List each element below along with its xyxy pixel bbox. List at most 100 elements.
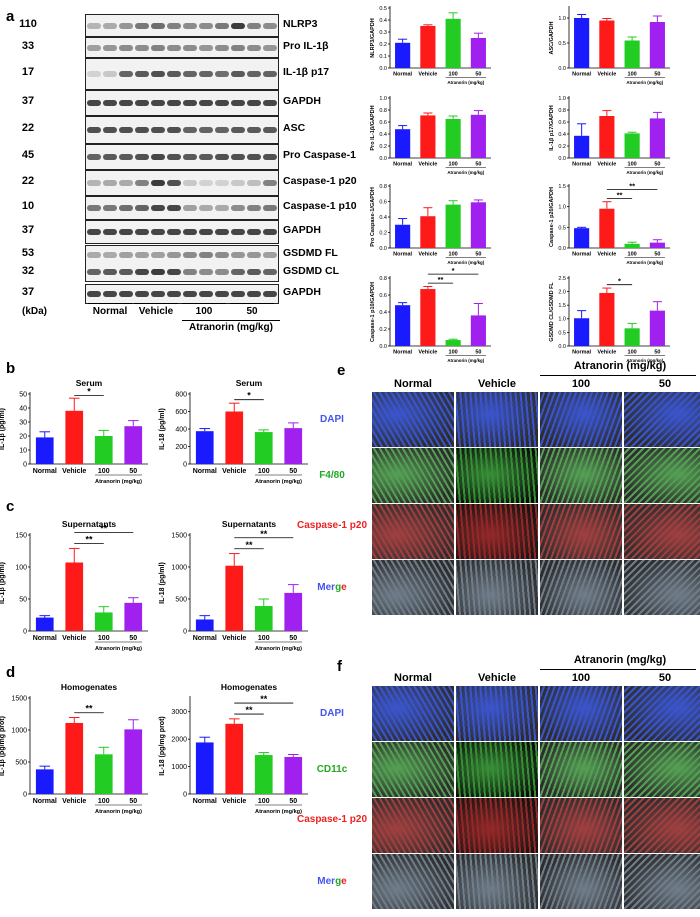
micrograph-tile xyxy=(540,854,622,909)
molecular-weight-label: 37 xyxy=(21,95,35,107)
blot-group-line xyxy=(182,303,226,304)
blot-band xyxy=(263,268,277,275)
blot-band xyxy=(247,205,261,211)
blot-band xyxy=(103,71,117,77)
blot-group-line xyxy=(230,303,274,304)
bar xyxy=(574,318,590,346)
x-tick-label: Normal xyxy=(33,468,57,475)
blot-band xyxy=(119,268,133,275)
y-tick-label: 0.4 xyxy=(379,132,387,138)
bar xyxy=(395,129,411,158)
blot-strip-7 xyxy=(85,170,279,196)
blot-band xyxy=(135,180,149,186)
bar-chart: Supernatants 0 50 100 150 IL-1β (pg/ml) Normal… xyxy=(0,519,148,652)
blot-group-label: 50 xyxy=(246,306,258,317)
y-tick-label: 400 xyxy=(175,426,187,433)
blot-band xyxy=(135,251,149,258)
micrograph-tile xyxy=(540,798,622,853)
blot-band xyxy=(199,180,213,186)
blot-band xyxy=(215,100,229,106)
x-tick-label: 50 xyxy=(475,252,481,258)
blot-band xyxy=(231,229,245,235)
micrograph-tile xyxy=(372,742,454,797)
y-tick-label: 1000 xyxy=(11,727,27,734)
chart-title: Serum xyxy=(76,378,103,388)
x-axis-label: Atranorin (mg/kg) xyxy=(626,358,663,363)
bar-chart: Supernatants 0 500 1000 1500 IL-18 (pg/ml) Nor… xyxy=(159,519,308,652)
micrograph-tile xyxy=(456,742,538,797)
bar xyxy=(470,38,486,68)
blot-band xyxy=(135,44,149,51)
blot-band xyxy=(215,127,229,133)
blot-band xyxy=(231,205,245,211)
y-tick-label: 0.8 xyxy=(379,108,387,114)
protein-label: Pro Caspase-1 xyxy=(283,149,356,161)
y-tick-label: 0.0 xyxy=(558,344,566,350)
x-axis-label: Atranorin (mg/kg) xyxy=(626,80,663,85)
blot-band xyxy=(167,127,181,133)
micrograph-row-label: Caspase-1 p20 xyxy=(296,519,368,531)
blot-band xyxy=(151,100,165,106)
blot-band xyxy=(167,154,181,160)
y-axis-label: IL-1β p17/GAPDH xyxy=(549,105,555,151)
y-tick-label: 1500 xyxy=(171,532,187,539)
chart-title: Supernatants xyxy=(222,519,277,529)
blot-band xyxy=(183,154,197,160)
bar xyxy=(470,315,486,346)
micrograph-tile xyxy=(456,686,538,741)
chart-title: Supernatants xyxy=(62,519,117,529)
y-tick-label: 0.0 xyxy=(379,156,387,162)
blot-band xyxy=(231,268,245,275)
bar xyxy=(195,742,214,794)
bar xyxy=(35,617,54,631)
blot-band xyxy=(87,205,101,211)
merge-label-part: g xyxy=(335,581,342,593)
y-tick-label: 0.4 xyxy=(379,18,387,24)
blot-band xyxy=(247,71,261,77)
blot-band xyxy=(215,71,229,77)
panel-label-e: e xyxy=(337,362,346,379)
x-tick-label: Vehicle xyxy=(222,468,246,475)
x-axis-label: Atranorin (mg/kg) xyxy=(95,646,142,652)
y-axis-label: NLRP3/GAPDH xyxy=(370,18,376,57)
x-axis-label: Atranorin (mg/kg) xyxy=(447,358,484,363)
x-tick-label: Normal xyxy=(393,252,412,258)
blot-band xyxy=(119,229,133,235)
panel-label-d: d xyxy=(6,664,16,681)
micrograph-tile xyxy=(624,798,700,853)
blot-band xyxy=(199,71,213,77)
x-tick-label: 100 xyxy=(258,798,270,805)
bar xyxy=(470,114,486,158)
chart-title: Homogenates xyxy=(221,682,277,692)
bar xyxy=(195,619,214,631)
blot-band xyxy=(215,205,229,211)
x-tick-label: 100 xyxy=(98,635,110,642)
y-tick-label: 0.5 xyxy=(558,330,566,336)
blot-band xyxy=(231,251,245,258)
y-tick-label: 2.5 xyxy=(558,276,566,282)
micrograph-column-label: 100 xyxy=(571,378,591,390)
significance-marker: ** xyxy=(617,191,623,200)
bar xyxy=(624,243,640,248)
bar xyxy=(624,40,640,68)
blot-band xyxy=(103,291,117,297)
y-tick-label: 0 xyxy=(23,791,27,798)
y-tick-label: 0.6 xyxy=(558,120,566,126)
x-tick-label: 50 xyxy=(654,350,660,356)
y-tick-label: 0.4 xyxy=(379,310,387,316)
y-tick-label: 30 xyxy=(19,419,27,426)
micrograph-column-label: Normal xyxy=(394,378,432,390)
significance-marker: * xyxy=(452,266,455,275)
blot-band xyxy=(119,127,133,133)
blot-group-line xyxy=(134,303,178,304)
blot-band xyxy=(135,291,149,297)
blot-band xyxy=(183,71,197,77)
blot-band xyxy=(119,71,133,77)
bar xyxy=(420,115,436,158)
blot-band xyxy=(103,205,117,211)
molecular-weight-label: 10 xyxy=(21,200,35,212)
micrograph-tile xyxy=(540,742,622,797)
x-tick-label: 100 xyxy=(628,252,637,258)
